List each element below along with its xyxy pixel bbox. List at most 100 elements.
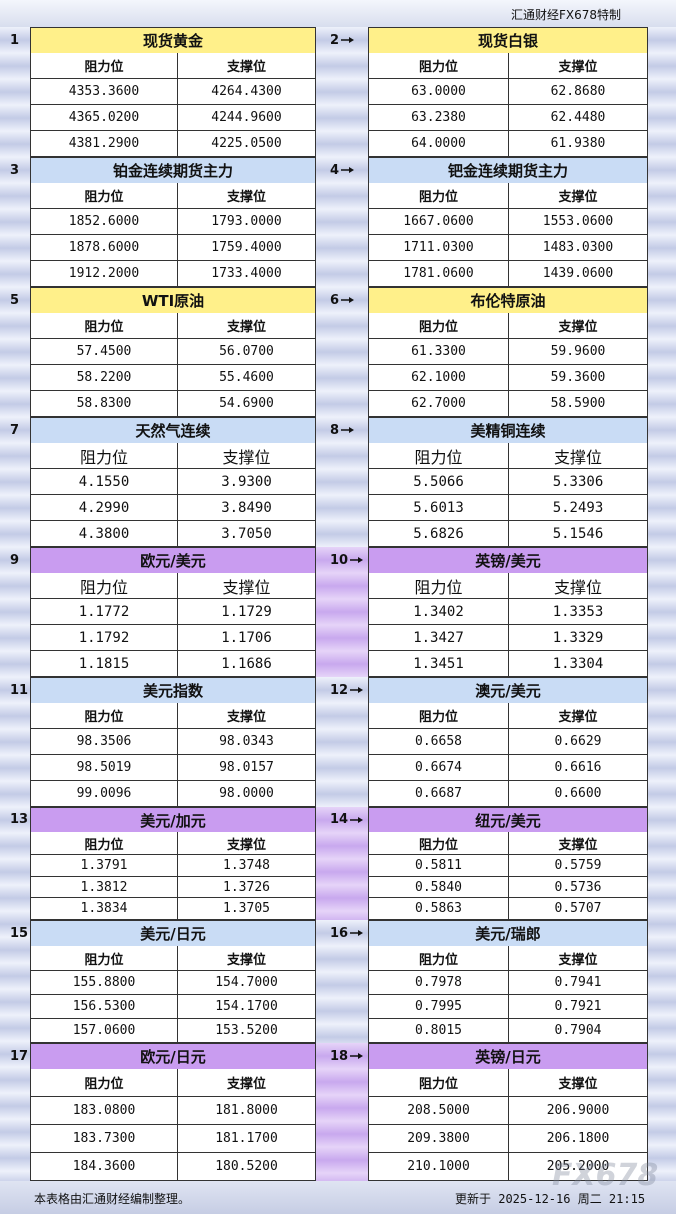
arrow-icon (341, 167, 355, 173)
panel-border (368, 183, 369, 287)
level-value: 63.2380 (369, 105, 509, 131)
panel-title: 英镑/美元 (368, 547, 648, 574)
column-header: 支撑位 (178, 832, 316, 855)
level-value: 206.1800 (509, 1125, 648, 1153)
level-value: 0.6658 (369, 729, 509, 755)
panel-title: 美元/日元 (30, 920, 316, 947)
level-value: 1.1686 (178, 651, 316, 677)
brand: 汇通财经FX678特制 (511, 8, 622, 22)
level-value: 5.1546 (509, 521, 648, 547)
level-value: 0.7921 (509, 995, 648, 1019)
column-header: 支撑位 (509, 946, 648, 971)
level-value: 154.1700 (178, 995, 316, 1019)
level-value: 58.5900 (509, 391, 648, 417)
right-strip (648, 27, 676, 1181)
panel-title: 布伦特原油 (368, 287, 648, 314)
level-value: 57.4500 (31, 339, 178, 365)
arrow-icon (350, 557, 364, 563)
level-value: 4244.9600 (178, 105, 316, 131)
watermark: FX678 (552, 1158, 659, 1193)
level-value: 59.3600 (509, 365, 648, 391)
middle-strip (316, 1043, 368, 1181)
column-header: 阻力位 (31, 946, 178, 971)
level-value: 4264.4300 (178, 79, 316, 105)
panel-title: 钯金连续期货主力 (368, 157, 648, 184)
panel-number: 16 (330, 920, 364, 946)
panel-border (368, 946, 369, 1043)
level-value: 5.6826 (369, 521, 509, 547)
panel-border (368, 573, 369, 677)
middle-strip (316, 677, 368, 807)
panel-number: 2 (330, 27, 355, 53)
level-value: 1.1772 (31, 599, 178, 625)
level-value: 1912.2000 (31, 261, 178, 287)
level-value: 61.9380 (509, 131, 648, 157)
panel-border (30, 1069, 31, 1181)
column-header: 阻力位 (369, 832, 509, 855)
column-header: 支撑位 (178, 313, 316, 339)
level-value: 4.2990 (31, 495, 178, 521)
level-value: 0.7904 (509, 1019, 648, 1043)
level-value: 98.5019 (31, 755, 178, 781)
level-value: 0.5759 (509, 855, 648, 877)
column-header: 支撑位 (178, 703, 316, 729)
panel-number: 9 (10, 552, 20, 568)
panel-title: WTI原油 (30, 287, 316, 314)
level-value: 1759.4000 (178, 235, 316, 261)
panel-title: 纽元/美元 (368, 807, 648, 833)
level-value: 54.6900 (178, 391, 316, 417)
level-value: 184.3600 (31, 1153, 178, 1181)
left-strip (0, 27, 30, 1181)
column-header: 阻力位 (31, 183, 178, 209)
middle-strip (316, 920, 368, 1043)
column-header: 阻力位 (31, 443, 178, 469)
column-header: 阻力位 (369, 183, 509, 209)
footer-note: 本表格由汇通财经编制整理。 (34, 1192, 191, 1206)
level-value: 210.1000 (369, 1153, 509, 1181)
level-value: 99.0096 (31, 781, 178, 807)
column-header: 支撑位 (178, 1069, 316, 1097)
level-value: 1878.6000 (31, 235, 178, 261)
level-value: 1.1729 (178, 599, 316, 625)
column-header: 支撑位 (178, 443, 316, 469)
panel-title: 欧元/日元 (30, 1043, 316, 1070)
level-value: 5.3306 (509, 469, 648, 495)
level-value: 0.6600 (509, 781, 648, 807)
level-value: 3.9300 (178, 469, 316, 495)
panel-border (30, 946, 31, 1043)
level-value: 58.2200 (31, 365, 178, 391)
level-value: 58.8300 (31, 391, 178, 417)
panel-title: 美元/瑞郎 (368, 920, 648, 947)
column-header: 支撑位 (509, 703, 648, 729)
level-value: 154.7000 (178, 971, 316, 995)
level-value: 1.3791 (31, 855, 178, 877)
level-value: 1.3427 (369, 625, 509, 651)
level-value: 98.0157 (178, 755, 316, 781)
panel-border (368, 313, 369, 417)
level-value: 1852.6000 (31, 209, 178, 235)
panel-border (368, 53, 369, 157)
level-value: 0.6616 (509, 755, 648, 781)
column-header: 支撑位 (178, 946, 316, 971)
panel-title: 铂金连续期货主力 (30, 157, 316, 184)
level-value: 5.2493 (509, 495, 648, 521)
panel-border (368, 703, 369, 807)
level-value: 4.3800 (31, 521, 178, 547)
arrow-icon (350, 816, 364, 823)
column-header: 支撑位 (509, 53, 648, 79)
column-header: 阻力位 (31, 313, 178, 339)
panel-number: 10 (330, 547, 364, 573)
level-value: 1.1706 (178, 625, 316, 651)
column-header: 支撑位 (178, 53, 316, 79)
column-header: 支撑位 (509, 313, 648, 339)
middle-strip (316, 157, 368, 287)
panel-number: 7 (10, 422, 20, 438)
level-value: 0.5840 (369, 876, 509, 899)
panel-title: 美元/加元 (30, 807, 316, 833)
level-value: 0.6687 (369, 781, 509, 807)
column-header: 阻力位 (369, 1069, 509, 1097)
level-value: 98.0343 (178, 729, 316, 755)
level-value: 153.5200 (178, 1019, 316, 1043)
column-header: 阻力位 (31, 53, 178, 79)
panel-number: 4 (330, 157, 355, 183)
